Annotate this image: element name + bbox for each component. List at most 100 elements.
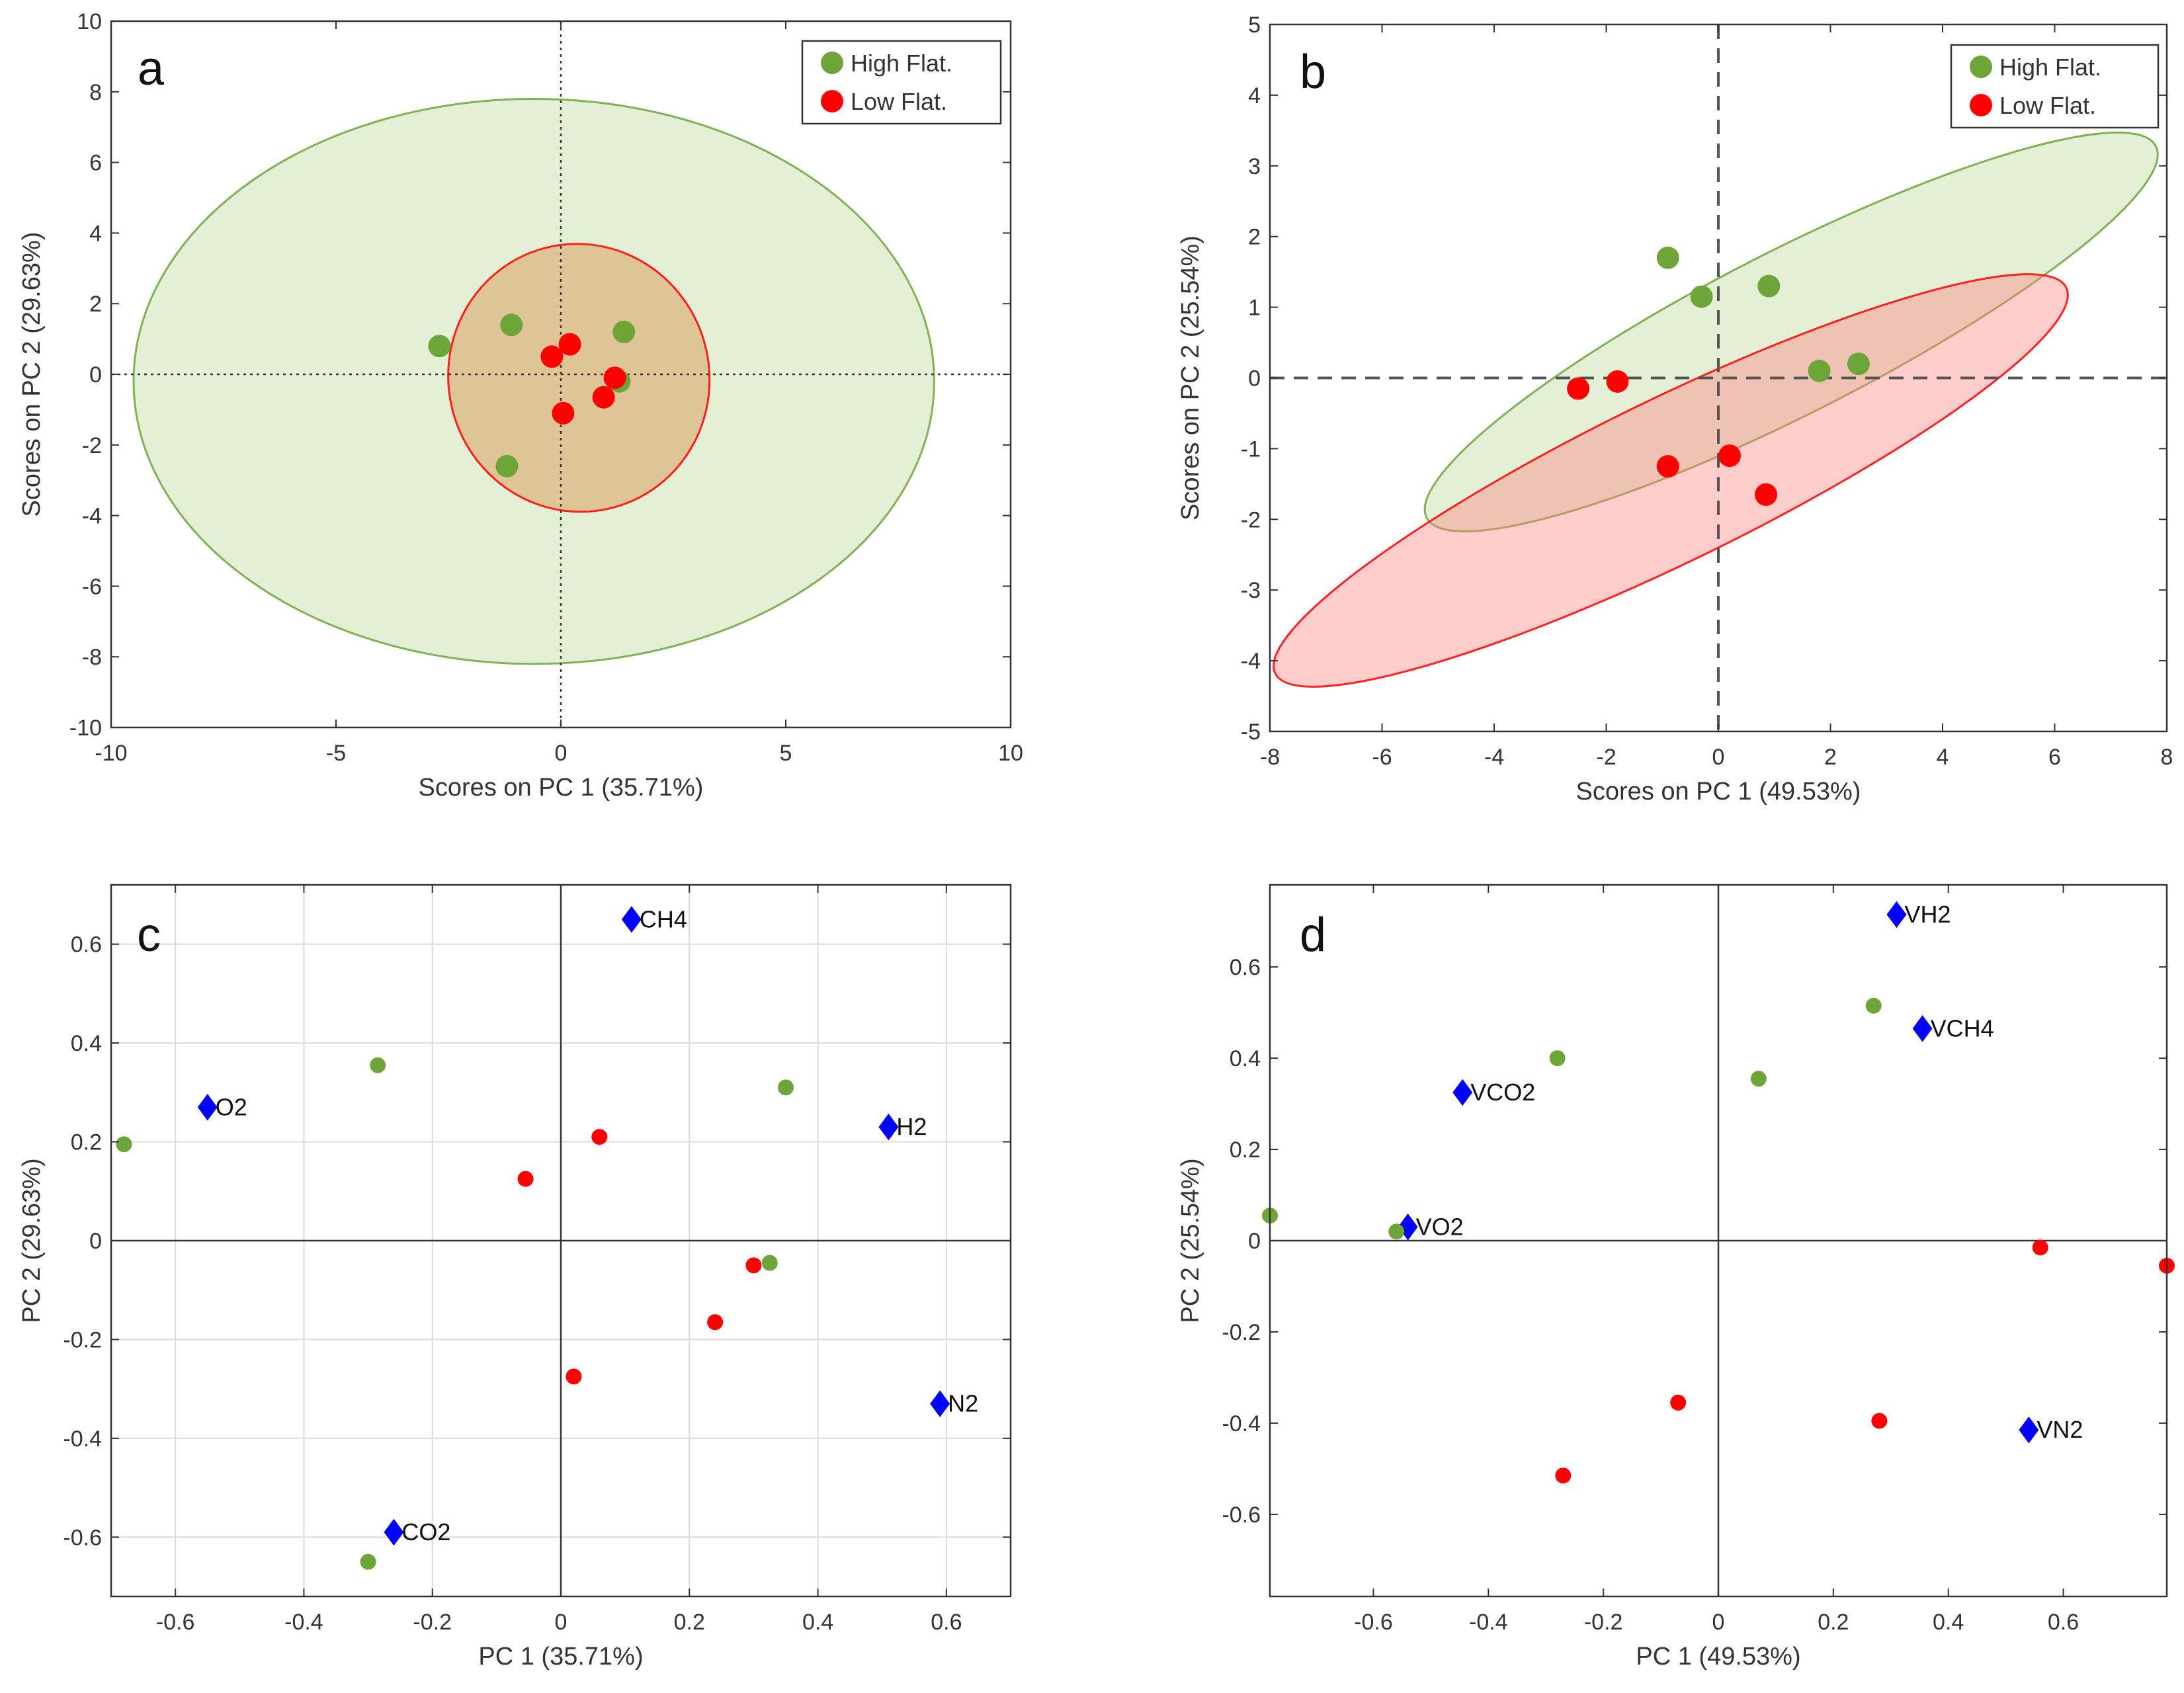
panel-d-y-tick-label: 0 [1248, 1229, 1261, 1254]
panel-c-loading-label: CH4 [640, 905, 687, 932]
panel-a-point-low-flat [603, 366, 626, 390]
panel-c-point-low-flat [591, 1129, 608, 1145]
panel-b-y-tick-label: -1 [1241, 436, 1261, 462]
panel-b-x-tick-label: 4 [1937, 745, 1949, 770]
panel-c-point-low-flat [745, 1257, 762, 1274]
panel-b-point-high-flat [1808, 359, 1831, 382]
panel-b-point-low-flat [1755, 483, 1778, 506]
panel-b-x-tick-label: 6 [2048, 745, 2061, 770]
panel-c-loading-label: N2 [948, 1390, 978, 1417]
panel-d-loading-label: VO2 [1416, 1213, 1464, 1240]
panel-b-scores-plot: -8 -6 -4 -2 0 2 4 6 8 -5 -4 -3 -2 -1 0 1 2 3 4 5 Scores on P… [1177, 13, 2173, 805]
panel-b-y-tick-label: 0 [1248, 366, 1261, 392]
panel-b-legend-label: High Flat. [1999, 54, 2101, 81]
panel-a-point-high-flat [500, 313, 523, 337]
panel-c-x-tick-label: 0.4 [802, 1610, 833, 1635]
panel-c-loading-marker [384, 1518, 404, 1546]
panel-d-point-low-flat [1555, 1467, 1572, 1484]
panel-b-x-axis-label: Scores on PC 1 (49.53%) [1576, 778, 1861, 805]
panel-b-point-low-flat [1656, 455, 1679, 478]
panel-b-legend: High Flat. Low Flat. [1950, 44, 2160, 129]
panel-a-point-low-flat [552, 401, 575, 425]
panel-a-x-tick-label: 10 [998, 741, 1023, 766]
panel-c-y-tick-label: 0.6 [71, 932, 102, 958]
panel-a-point-high-flat [428, 335, 451, 358]
panel-b-x-tick-label: -8 [1260, 745, 1280, 770]
panel-b-point-high-flat [1847, 352, 1870, 376]
panel-d-point-high-flat [1865, 997, 1882, 1014]
panel-b-legend-marker [1970, 56, 1992, 78]
panel-a-y-tick-label: 4 [89, 221, 102, 246]
panel-b-point-low-flat [1718, 444, 1741, 468]
panel-c-x-axis-label: PC 1 (35.71%) [478, 1643, 643, 1671]
panel-d-x-axis-label: PC 1 (49.53%) [1636, 1643, 1800, 1671]
panel-d-loading-label: VCO2 [1470, 1079, 1535, 1106]
panel-b-x-tick-label: -2 [1596, 745, 1616, 770]
panel-c-loading-marker [878, 1113, 899, 1141]
panel-a-x-tick-label: 5 [780, 741, 792, 766]
panel-b-letter: b [1300, 46, 1326, 99]
panel-c-point-high-flat [360, 1553, 376, 1570]
panel-a-y-tick-label: -10 [69, 716, 102, 741]
panel-d-loading-label: VH2 [1904, 901, 1951, 928]
panel-d-x-tick-label: 0.6 [2048, 1610, 2079, 1635]
panel-c-y-tick-label: -0.2 [63, 1327, 102, 1352]
panel-c-y-tick-label: 0.4 [71, 1031, 102, 1056]
panel-a-y-tick-label: 6 [89, 151, 102, 176]
panel-c-x-tick-label: 0.6 [931, 1610, 962, 1635]
panel-d-point-low-flat [2032, 1239, 2048, 1256]
panel-c-y-tick-label: -0.6 [63, 1525, 102, 1550]
panel-b-y-tick-label: 2 [1248, 225, 1261, 250]
panel-a-point-high-flat [612, 320, 636, 343]
panel-c-loading-marker [197, 1094, 218, 1121]
panel-b-x-tick-label: 8 [2161, 745, 2173, 770]
panel-d-point-high-flat [1750, 1071, 1767, 1087]
panel-a-point-low-flat [592, 386, 615, 409]
panel-b-ellipse-high-flat [1423, 132, 2159, 532]
panel-c-point-low-flat [566, 1368, 582, 1385]
panel-a-y-tick-label: -8 [82, 645, 102, 670]
panel-d-y-tick-label: -0.4 [1222, 1411, 1261, 1436]
panel-d-x-tick-label: -0.4 [1469, 1610, 1508, 1635]
panel-a-point-low-flat [558, 333, 581, 356]
panel-d-point-low-flat [1670, 1394, 1687, 1411]
panel-c-loading-label: O2 [216, 1093, 247, 1120]
panel-d-y-tick-label: -0.6 [1222, 1503, 1261, 1528]
panel-d-x-tick-label: 0.2 [1818, 1610, 1849, 1635]
panel-a-letter: a [138, 42, 165, 95]
panel-c-x-tick-label: -0.6 [156, 1610, 195, 1635]
panel-a-legend: High Flat. Low Flat. [801, 40, 1002, 125]
panel-d-y-tick-label: 0.6 [1230, 955, 1261, 980]
panel-b-y-tick-label: -5 [1241, 720, 1261, 745]
panel-c-y-tick-label: -0.4 [63, 1426, 102, 1452]
panel-c-y-axis-label: PC 2 (29.63%) [18, 1158, 46, 1323]
panel-b-point-high-flat [1757, 274, 1781, 298]
panel-b-point-high-flat [1690, 285, 1713, 308]
panel-b-x-tick-label: -6 [1372, 745, 1392, 770]
panel-c-loading-label: CO2 [401, 1518, 450, 1546]
panel-b-y-tick-label: -4 [1241, 649, 1261, 674]
panel-c-y-tick-label: 0 [89, 1229, 102, 1254]
panel-b-x-tick-label: -4 [1484, 745, 1504, 770]
panel-a-ellipse-low-flat [447, 243, 711, 513]
panel-c-point-high-flat [778, 1079, 794, 1096]
panel-a-y-tick-label: 10 [77, 9, 102, 34]
panel-c-point-low-flat [707, 1314, 724, 1331]
panel-c-letter: c [137, 909, 161, 962]
panel-d-loading-label: VCH4 [1931, 1014, 1994, 1042]
panel-b-y-tick-label: 3 [1248, 154, 1261, 179]
panel-a-point-high-flat [495, 454, 519, 477]
panel-b-x-tick-label: 2 [1824, 745, 1837, 770]
panel-d-point-high-flat [1388, 1223, 1405, 1240]
panel-d-y-tick-label: -0.2 [1222, 1320, 1261, 1345]
panel-c-loading-marker [621, 906, 642, 933]
panel-c-point-low-flat [517, 1171, 534, 1187]
panel-a-x-axis-label: Scores on PC 1 (35.71%) [419, 774, 704, 802]
panel-a-legend-label: Low Flat. [851, 88, 947, 115]
panel-a-ellipse-high-flat [132, 97, 935, 665]
panel-a-x-tick-label: -10 [95, 741, 127, 766]
panel-a-y-tick-label: -4 [82, 504, 102, 529]
panel-a-y-tick-label: 2 [89, 292, 102, 317]
panel-c-biplot: CH4 O2 H2 N2 CO2 -0.6 -0.4 -0.2 0 0.2 0.4 0.6 -0.6 -0… [18, 884, 1012, 1671]
panel-b-y-axis-label: Scores on PC 2 (25.54%) [1177, 235, 1204, 520]
